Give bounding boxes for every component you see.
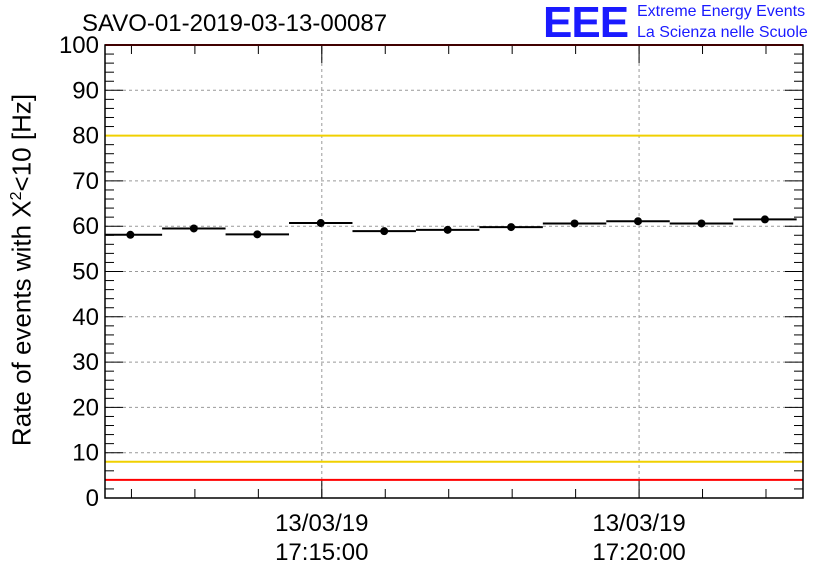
data-point (253, 230, 262, 239)
y-tick-label: 90 (72, 77, 99, 104)
data-point (760, 215, 769, 224)
data-point (570, 219, 579, 228)
y-tick-label: 30 (72, 349, 99, 376)
y-tick-label: 20 (72, 394, 99, 421)
x-tick-time-label: 17:15:00 (275, 539, 368, 566)
y-tick-label: 10 (72, 440, 99, 467)
y-tick-label: 70 (72, 168, 99, 195)
plot-frame (104, 44, 804, 499)
x-tick-time-label: 17:20:00 (592, 539, 685, 566)
chart-title: SAVO-01-2019-03-13-00087 (82, 10, 388, 37)
y-tick-label: 0 (86, 485, 99, 512)
y-tick-label: 80 (72, 123, 99, 150)
x-tick-date-label: 13/03/19 (275, 510, 368, 537)
data-point (380, 227, 389, 236)
logo-line-1: Extreme Energy Events (637, 3, 806, 20)
data-point (126, 230, 135, 239)
eee-logo: EEE (543, 0, 629, 47)
logo-line-2: La Scienza nelle Scuole (637, 24, 808, 41)
data-point (697, 219, 706, 228)
data-point (507, 223, 516, 232)
data-point (634, 217, 643, 226)
y-tick-label: 50 (72, 259, 99, 286)
data-point (316, 219, 325, 228)
x-tick-date-label: 13/03/19 (592, 510, 685, 537)
y-tick-label: 40 (72, 304, 99, 331)
data-point (443, 225, 452, 234)
y-tick-label: 100 (59, 32, 99, 59)
y-tick-label: 60 (72, 213, 99, 240)
data-point (189, 224, 198, 233)
